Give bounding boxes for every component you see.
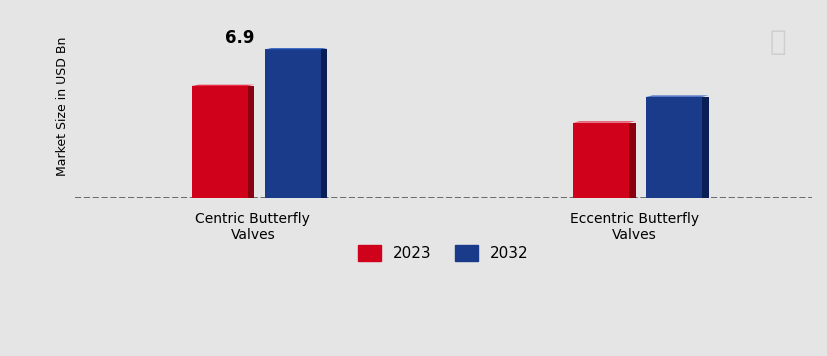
Bar — [629, 122, 636, 198]
Bar — [248, 86, 255, 198]
Bar — [646, 97, 702, 198]
Bar — [265, 49, 321, 198]
Legend: 2023, 2032: 2023, 2032 — [352, 239, 535, 267]
Text: ⓘ: ⓘ — [770, 28, 786, 56]
Polygon shape — [573, 121, 636, 122]
Polygon shape — [646, 95, 709, 97]
Bar — [702, 97, 709, 198]
Text: 6.9: 6.9 — [225, 29, 255, 47]
Y-axis label: Market Size in USD Bn: Market Size in USD Bn — [56, 37, 69, 176]
Polygon shape — [265, 48, 327, 49]
Bar — [573, 122, 629, 198]
Bar — [192, 86, 248, 198]
Polygon shape — [192, 85, 255, 86]
Bar — [321, 49, 327, 198]
